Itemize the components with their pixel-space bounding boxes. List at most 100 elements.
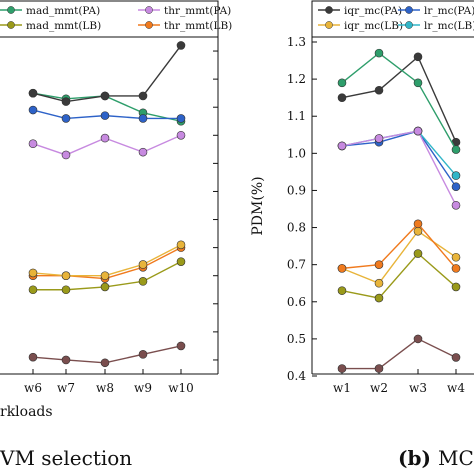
left-legend-label: thr_mmt(PA) — [164, 5, 231, 17]
left-data-point — [176, 130, 186, 140]
left-data-point — [61, 97, 71, 106]
left-data-point — [138, 91, 148, 101]
right-legend-swatch-marker — [325, 21, 333, 29]
left-data-point — [61, 271, 71, 281]
right-data-point — [374, 278, 384, 288]
right-panel: 0.40.50.60.70.80.91.01.11.21.3 w1 w2 w3 w4 … — [250, 0, 474, 470]
right-data-point — [413, 219, 423, 229]
right-x-tick-label: w2 — [370, 381, 388, 395]
left-data-point — [28, 285, 38, 295]
right-series-line-lr-mc-lb — [341, 130, 457, 177]
right-caption-prefix: (b) — [398, 446, 431, 470]
right-legend-label: lr_mc(LB) — [424, 20, 474, 32]
left-data-point — [100, 282, 110, 292]
right-legend-swatch-marker — [325, 6, 333, 14]
left-x-tick-label: w10 — [168, 381, 194, 395]
left-legend-label: mad_mmt(PA) — [26, 5, 100, 17]
left-data-point — [138, 277, 148, 286]
right-x-ticks: w1 w2 w3 w4 — [333, 369, 465, 395]
left-data-point — [28, 88, 38, 98]
right-data-point — [374, 134, 384, 143]
right-y-tick-label: 1.2 — [287, 72, 306, 86]
left-data-point — [176, 41, 186, 50]
right-data-point — [337, 286, 347, 295]
left-data-point — [28, 352, 38, 362]
right-data-point — [374, 48, 384, 58]
left-x-axis-label: rkloads — [0, 404, 53, 420]
right-data-point — [451, 282, 461, 292]
right-y-tick-label: 0.8 — [287, 221, 306, 235]
right-legend-box — [311, 0, 474, 38]
right-series-line-c78ae0 — [341, 130, 457, 206]
left-data-point — [176, 114, 186, 123]
right-legend-label: iqr_mc(LB) — [344, 20, 403, 32]
right-data-point — [337, 78, 347, 88]
left-data-point — [100, 133, 110, 143]
right-data-point — [413, 249, 423, 258]
left-data-point — [100, 271, 110, 281]
right-data-point — [451, 145, 461, 154]
left-data-point — [100, 358, 110, 368]
left-data-point — [61, 150, 71, 160]
right-data-point — [374, 293, 384, 303]
right-series-line-9a9a1a — [341, 252, 457, 299]
right-x-tick-label: w4 — [447, 381, 465, 395]
right-y-tick-label: 0.6 — [287, 295, 306, 309]
left-legend-swatch-marker — [7, 6, 15, 14]
right-series-line-iqr-mc-lb — [341, 230, 457, 285]
left-x-tick-label: w8 — [96, 381, 114, 395]
left-legend-swatch-marker — [145, 21, 153, 29]
left-data-point — [100, 111, 110, 120]
right-data-point — [374, 85, 384, 95]
left-data-point — [138, 260, 148, 269]
left-data-point — [28, 139, 38, 149]
right-y-tick-label: 0.7 — [287, 258, 306, 272]
right-legend-label: lr_mc(PA) — [424, 5, 474, 17]
right-series-line-iqr-mc-pa — [341, 55, 457, 143]
left-series-line-e8b43a — [32, 244, 182, 277]
right-legend-swatch-marker — [405, 21, 413, 29]
left-data-point — [138, 114, 148, 123]
right-data-point — [451, 200, 461, 210]
right-y-tick-label: 0.4 — [287, 369, 306, 383]
right-data-point — [337, 364, 347, 373]
right-data-point — [451, 353, 461, 362]
right-y-tick-label: 0.5 — [287, 332, 306, 346]
right-data-point — [413, 52, 423, 62]
right-legend-swatch-marker — [405, 6, 413, 14]
left-data-point — [61, 114, 71, 123]
right-data-point — [413, 78, 423, 88]
right-series-line-f07a1e — [341, 222, 457, 270]
right-data-point — [413, 126, 423, 136]
left-data-point — [176, 257, 186, 266]
left-data-point — [138, 350, 148, 359]
left-legend-label: mad_mmt(LB) — [26, 20, 101, 32]
left-data-point — [61, 285, 71, 295]
right-data-point — [413, 226, 423, 236]
right-data-point — [374, 364, 384, 373]
right-series-group — [337, 48, 461, 373]
left-legend-label: thr_mmt(LB) — [164, 20, 232, 32]
left-data-point — [176, 240, 186, 250]
left-legend-box — [0, 0, 219, 38]
left-legend-swatch-marker — [145, 6, 153, 14]
left-series-group — [28, 41, 186, 368]
left-caption: VM selection — [0, 446, 132, 470]
left-panel: w6 w7 w8 w9 w10 mad_mmt(PA) thr_mmt(PA)mad_mm… — [0, 0, 232, 470]
right-data-point — [451, 264, 461, 273]
right-series-line-2e9e6b — [341, 52, 457, 150]
left-data-point — [100, 91, 110, 101]
right-x-tick-label: w1 — [333, 381, 351, 395]
right-series-line-lr-mc-pa — [341, 130, 457, 188]
right-series-line-7a4e4e — [342, 338, 457, 370]
left-x-tick-label: w7 — [57, 381, 75, 395]
right-y-tick-label: 1.0 — [287, 146, 306, 160]
right-data-point — [451, 182, 461, 192]
left-y-ticks — [213, 50, 218, 361]
left-x-tick-label: w9 — [134, 381, 152, 395]
right-data-point — [374, 260, 384, 269]
left-data-point — [28, 268, 38, 278]
right-x-tick-label: w3 — [409, 381, 427, 395]
right-y-ticks: 0.4 0.5 0.6 0.7 0.8 0.9 1.0 1.1 1.2 1.3 — [287, 35, 317, 383]
